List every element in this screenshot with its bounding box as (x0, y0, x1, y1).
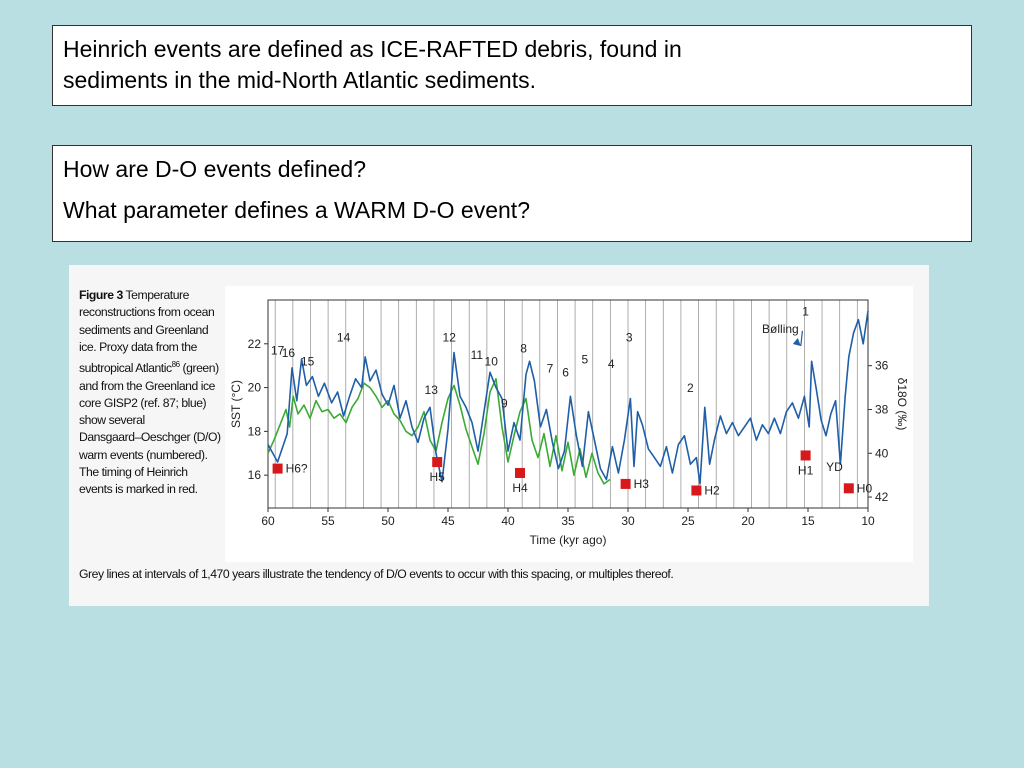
x-tick-label: 30 (621, 514, 635, 528)
x-axis-label: Time (kyr ago) (530, 533, 607, 547)
heinrich-marker (800, 450, 811, 461)
heinrich-label: H5 (430, 470, 446, 484)
do-event-label: 11 (471, 348, 484, 362)
do-event-label: 6 (562, 366, 569, 380)
do-event-label: 17 (271, 344, 285, 358)
do-event-label: 13 (425, 383, 439, 397)
caption-bottom: Grey lines at intervals of 1,470 years i… (79, 567, 674, 581)
caption-line-3: sediments and Greenland (79, 322, 209, 337)
caption-line-2: reconstructions from ocean (79, 305, 215, 320)
caption-line-12: events is marked in red. (79, 482, 198, 497)
y-right-tick-label: 38 (875, 402, 889, 416)
heinrich-marker (432, 457, 443, 468)
y-right-tick-label: 40 (875, 446, 889, 460)
x-tick-label: 20 (741, 514, 755, 528)
do-event-label: 10 (485, 355, 499, 369)
caption-line-11: The timing of Heinrich (79, 465, 188, 480)
caption-line-9: Dansgaard–Oeschger (D/O) (79, 430, 221, 445)
caption-line-6: and from the Greenland ice (79, 378, 215, 393)
caption-line-5: subtropical Atlantic (79, 361, 172, 376)
y-right-tick-label: 36 (875, 359, 889, 373)
y-left-tick-label: 16 (248, 468, 262, 482)
do-event-label: 16 (282, 346, 296, 360)
series-line-blue (267, 310, 869, 485)
do-event-label: 4 (608, 357, 615, 371)
bolling-arrow-head (792, 337, 801, 346)
heinrich-definition-box: Heinrich events are defined as ICE-RAFTE… (52, 25, 972, 106)
plot-panel: 60 55 50 45 40 35 30 25 20 15 10 16 18 20 22 36 38 40 42 1… (225, 286, 913, 562)
do-event-label: 2 (687, 381, 694, 395)
heinrich-label: H3 (634, 477, 650, 491)
annotation-label: YD (826, 460, 843, 474)
caption-reference: 86 (171, 360, 180, 370)
x-tick-label: 55 (321, 514, 335, 528)
caption-line-4: ice. Proxy data from the (79, 339, 197, 354)
heinrich-label: H2 (704, 483, 720, 497)
y-left-tick-label: 18 (248, 424, 262, 438)
heinrich-definition-line-2: sediments in the mid-North Atlantic sedi… (63, 67, 536, 93)
do-event-label: 12 (443, 331, 457, 345)
figure-3: Figure 3 Temperature reconstructions fro… (69, 265, 929, 606)
heinrich-marker (272, 463, 283, 474)
heinrich-marker (843, 483, 854, 494)
do-event-label: 3 (626, 331, 633, 345)
x-tick-label: 35 (561, 514, 575, 528)
caption-line-7: core GISP2 (ref. 87; blue) (79, 395, 207, 410)
do-event-label: 7 (547, 361, 554, 375)
bolling-arrow (800, 330, 803, 347)
x-tick-label: 25 (681, 514, 695, 528)
x-tick-label: 50 (381, 514, 395, 528)
x-tick-label: 10 (861, 514, 875, 528)
annotation-label: Bølling (762, 322, 799, 336)
do-event-label: 5 (581, 352, 588, 366)
heinrich-label: H6? (286, 462, 308, 476)
do-question-definition: How are D-O events defined? (63, 156, 366, 182)
heinrich-marker (691, 485, 702, 496)
heinrich-definition-line-1: Heinrich events are defined as ICE-RAFTE… (63, 36, 682, 62)
y-left-tick-label: 20 (248, 381, 262, 395)
do-event-label: 8 (520, 342, 527, 356)
heinrich-label: H1 (798, 463, 814, 477)
do-question-warm-parameter: What parameter defines a WARM D-O event? (63, 197, 530, 223)
do-event-label: 1 (802, 304, 809, 318)
y-axis-label-left: SST (°C) (229, 380, 243, 428)
y-axis-label-right: δ18O (‰) (895, 378, 909, 431)
figure-caption: Figure 3 Temperature reconstructions fro… (79, 287, 227, 499)
heinrich-marker (620, 478, 631, 489)
caption-line-8: show several (79, 413, 145, 428)
do-event-label: 15 (301, 355, 315, 369)
caption-line-5b: (green) (179, 361, 220, 376)
heinrich-label: H0 (857, 481, 873, 495)
x-tick-label: 15 (801, 514, 815, 528)
x-tick-label: 60 (261, 514, 275, 528)
do-event-label: 9 (501, 396, 508, 410)
heinrich-label: H4 (512, 481, 528, 495)
caption-label: Figure 3 (79, 288, 123, 302)
heinrich-marker (515, 467, 525, 478)
do-event-label: 14 (337, 331, 351, 345)
x-tick-label: 45 (441, 514, 455, 528)
y-right-tick-label: 42 (875, 490, 889, 504)
caption-line-1: Temperature (122, 288, 190, 302)
grid-lines (274, 300, 858, 508)
do-questions-box: How are D-O events defined? What paramet… (52, 145, 972, 242)
series-layer (267, 310, 869, 485)
y-left-tick-label: 22 (248, 337, 262, 351)
x-tick-label: 40 (501, 514, 515, 528)
caption-line-10: warm events (numbered). (79, 447, 208, 462)
